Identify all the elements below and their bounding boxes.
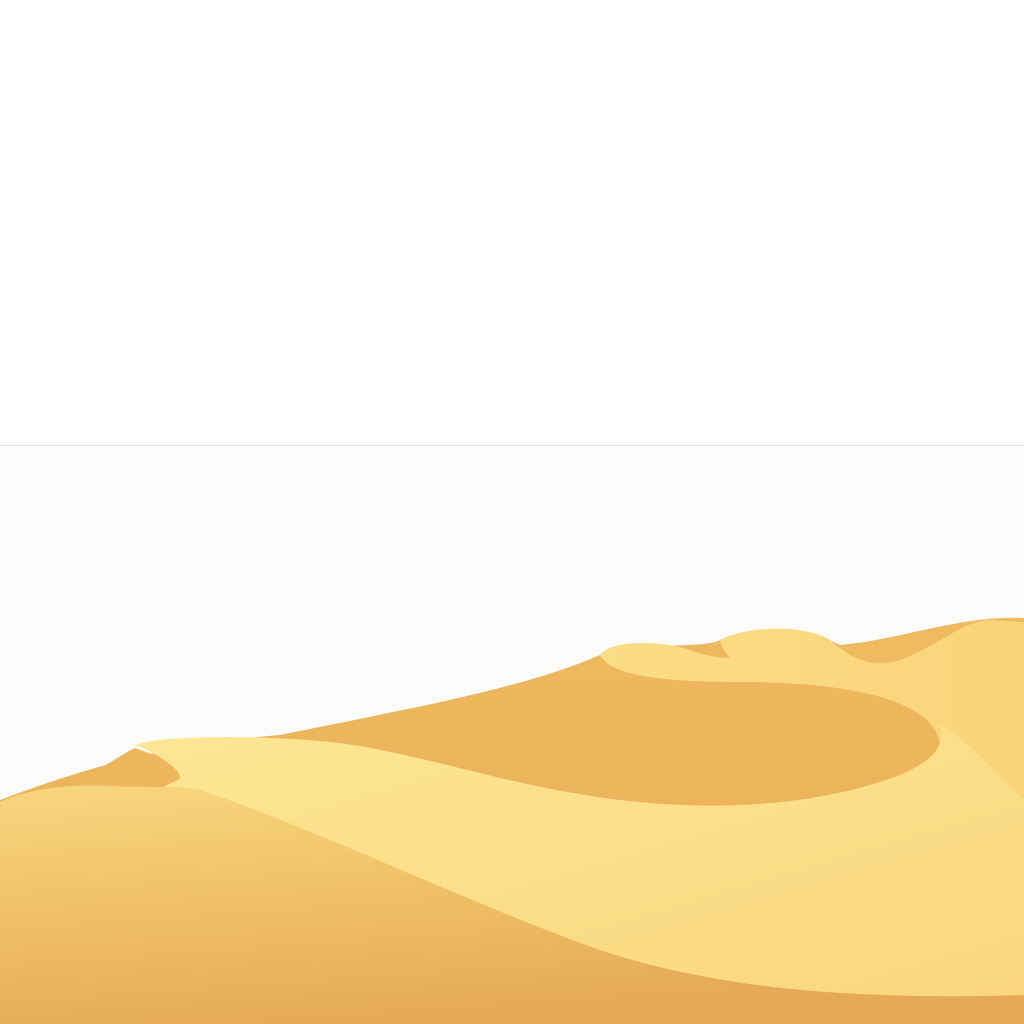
sky [0,0,1024,445]
horizon-line [0,445,1024,446]
left-dune-shadow [70,748,180,788]
foreground-dune [0,785,1024,1024]
crest-notch-shadow [690,640,730,658]
right-dune-shadow [840,622,975,664]
